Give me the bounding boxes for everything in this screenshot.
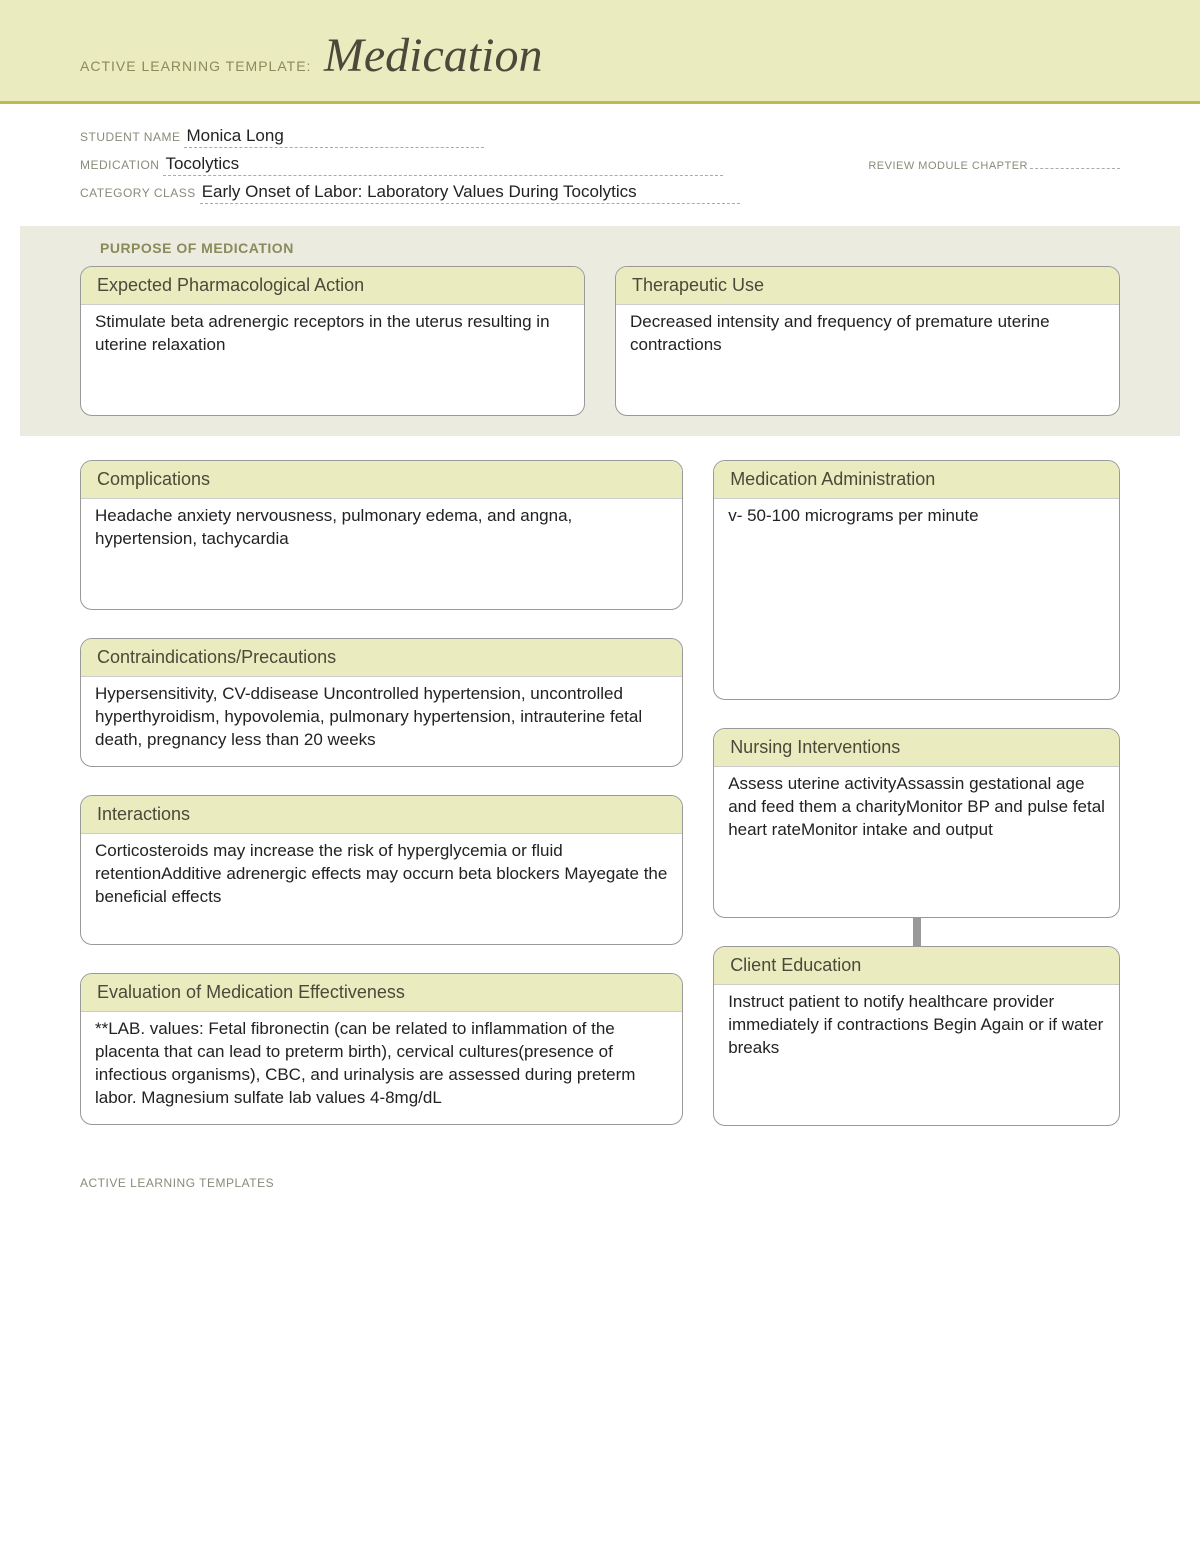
card-education: Client Education Instruct patient to not… bbox=[713, 946, 1120, 1126]
value-student: Monica Long bbox=[184, 126, 484, 148]
card-complications: Complications Headache anxiety nervousne… bbox=[80, 460, 683, 610]
card-therapeutic: Therapeutic Use Decreased intensity and … bbox=[615, 266, 1120, 416]
card-therapeutic-head: Therapeutic Use bbox=[616, 267, 1119, 305]
row-category: CATEGORY CLASS Early Onset of Labor: Lab… bbox=[80, 182, 1120, 204]
card-pharm-body: Stimulate beta adrenergic receptors in t… bbox=[81, 305, 584, 415]
card-admin: Medication Administration v- 50-100 micr… bbox=[713, 460, 1120, 700]
card-pharm-action: Expected Pharmacological Action Stimulat… bbox=[80, 266, 585, 416]
interactions-body: Corticosteroids may increase the risk of… bbox=[81, 834, 682, 944]
value-category: Early Onset of Labor: Laboratory Values … bbox=[200, 182, 740, 204]
card-evaluation: Evaluation of Medication Effectiveness *… bbox=[80, 973, 683, 1125]
admin-head: Medication Administration bbox=[714, 461, 1119, 499]
card-interactions: Interactions Corticosteroids may increas… bbox=[80, 795, 683, 945]
card-pharm-head: Expected Pharmacological Action bbox=[81, 267, 584, 305]
education-head: Client Education bbox=[714, 947, 1119, 985]
col-right: Medication Administration v- 50-100 micr… bbox=[713, 460, 1120, 1126]
connector bbox=[913, 918, 921, 946]
education-body: Instruct patient to notify healthcare pr… bbox=[714, 985, 1119, 1125]
card-nursing: Nursing Interventions Assess uterine act… bbox=[713, 728, 1120, 918]
col-left: Complications Headache anxiety nervousne… bbox=[80, 460, 683, 1125]
value-medication: Tocolytics bbox=[163, 154, 723, 176]
purpose-title: PURPOSE OF MEDICATION bbox=[100, 240, 1120, 256]
nursing-body: Assess uterine activityAssassin gestatio… bbox=[714, 767, 1119, 917]
evaluation-head: Evaluation of Medication Effectiveness bbox=[81, 974, 682, 1012]
complications-head: Complications bbox=[81, 461, 682, 499]
contra-body: Hypersensitivity, CV-ddisease Uncontroll… bbox=[81, 677, 682, 766]
card-contra: Contraindications/Precautions Hypersensi… bbox=[80, 638, 683, 767]
row-student: STUDENT NAME Monica Long bbox=[80, 126, 1120, 148]
header-band: ACTIVE LEARNING TEMPLATE: Medication bbox=[0, 0, 1200, 104]
label-category: CATEGORY CLASS bbox=[80, 186, 196, 200]
label-review: REVIEW MODULE CHAPTER bbox=[868, 160, 1028, 172]
evaluation-body: **LAB. values: Fetal fibronectin (can be… bbox=[81, 1012, 682, 1124]
admin-body: v- 50-100 micrograms per minute bbox=[714, 499, 1119, 699]
label-student: STUDENT NAME bbox=[80, 130, 180, 144]
purpose-section: PURPOSE OF MEDICATION Expected Pharmacol… bbox=[20, 226, 1180, 436]
complications-body: Headache anxiety nervousness, pulmonary … bbox=[81, 499, 682, 609]
row-medication: MEDICATION Tocolytics REVIEW MODULE CHAP… bbox=[80, 154, 1120, 176]
footer: ACTIVE LEARNING TEMPLATES bbox=[0, 1136, 1200, 1220]
main-grid: Complications Headache anxiety nervousne… bbox=[0, 436, 1200, 1136]
label-medication: MEDICATION bbox=[80, 158, 159, 172]
info-block: STUDENT NAME Monica Long MEDICATION Toco… bbox=[0, 104, 1200, 220]
header-label: ACTIVE LEARNING TEMPLATE: bbox=[80, 58, 311, 74]
card-therapeutic-body: Decreased intensity and frequency of pre… bbox=[616, 305, 1119, 415]
interactions-head: Interactions bbox=[81, 796, 682, 834]
contra-head: Contraindications/Precautions bbox=[81, 639, 682, 677]
header-title: Medication bbox=[324, 28, 543, 83]
review-line bbox=[1030, 168, 1120, 169]
nursing-head: Nursing Interventions bbox=[714, 729, 1119, 767]
